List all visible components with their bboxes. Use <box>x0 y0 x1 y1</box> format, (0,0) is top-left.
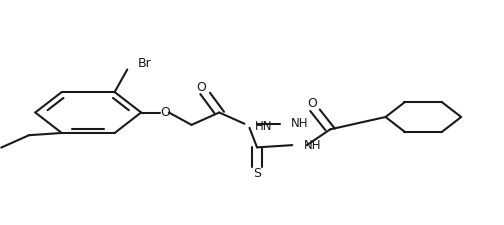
Text: O: O <box>160 106 170 119</box>
Text: HN: HN <box>255 120 272 133</box>
Text: NH: NH <box>304 139 322 152</box>
Text: Br: Br <box>137 57 151 70</box>
Text: O: O <box>196 81 206 94</box>
Text: O: O <box>307 97 318 110</box>
Text: S: S <box>253 167 261 180</box>
Text: NH: NH <box>291 117 309 130</box>
